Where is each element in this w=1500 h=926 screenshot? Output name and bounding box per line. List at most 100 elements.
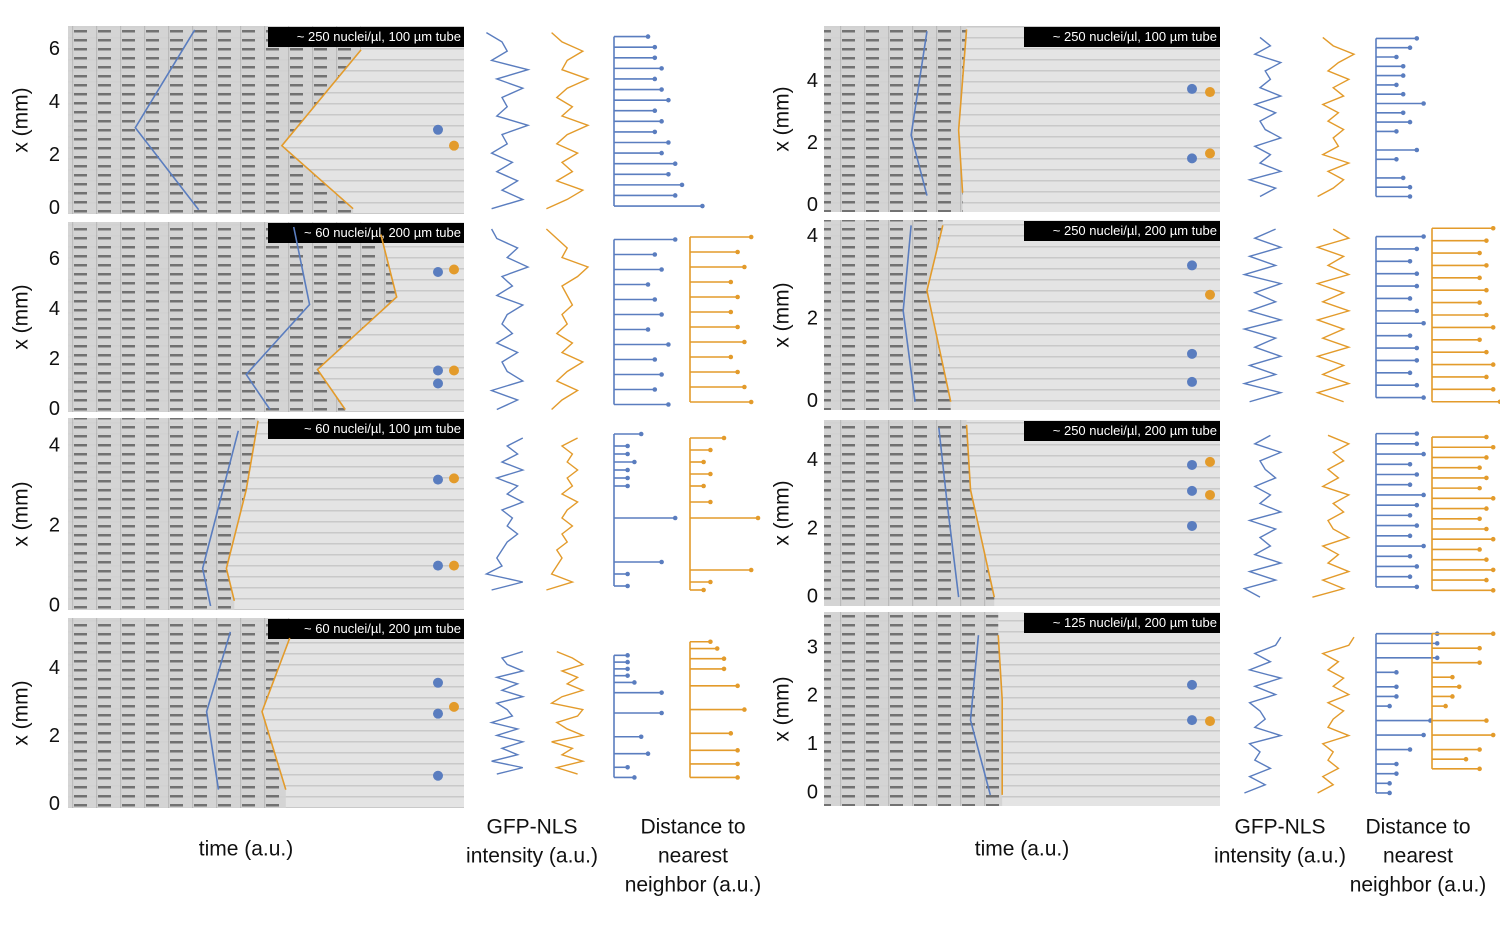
neighbor-tip bbox=[748, 399, 754, 405]
y-tick-label: 0 bbox=[49, 398, 60, 420]
intensity-profile bbox=[486, 32, 531, 210]
neighbor-tip bbox=[1484, 718, 1489, 723]
neighbor-tip bbox=[659, 66, 664, 71]
profile-axis-label: GFP-NLS bbox=[1234, 816, 1325, 839]
neighbor-tip bbox=[1400, 64, 1406, 69]
panel-label: ~ 250 nuclei/µl, 200 µm tube bbox=[1053, 423, 1217, 438]
neighbor-tip bbox=[1414, 358, 1420, 363]
badge-background bbox=[1024, 221, 1220, 241]
neighbor-tip bbox=[1484, 475, 1489, 481]
y-tick-label: 0 bbox=[49, 594, 60, 616]
neighbor-tip bbox=[625, 583, 630, 589]
neighbor-axis-label: neighbor (a.u.) bbox=[1350, 874, 1487, 897]
neighbor-tip bbox=[645, 34, 651, 39]
intensity-profile bbox=[549, 650, 586, 775]
kymograph-texture bbox=[824, 420, 995, 606]
neighbor-tip bbox=[728, 309, 734, 315]
intensity-profile bbox=[1317, 636, 1355, 794]
neighbor-tip bbox=[632, 775, 637, 780]
neighbor-tip bbox=[1394, 670, 1399, 675]
neighbor-tip bbox=[1477, 275, 1482, 281]
neighbor-tip bbox=[1414, 441, 1420, 447]
neighbor-tip bbox=[1414, 147, 1420, 153]
neighbor-tip bbox=[1490, 631, 1496, 637]
neighbor-tip bbox=[728, 354, 734, 360]
neighbor-tip bbox=[672, 193, 678, 198]
neighbor-tip bbox=[659, 150, 664, 156]
panel-label: ~ 60 nuclei/µl, 200 µm tube bbox=[304, 621, 461, 636]
y-axis-label: x (mm) bbox=[10, 284, 33, 349]
kymograph-texture bbox=[824, 612, 1003, 806]
neighbor-tip bbox=[735, 324, 740, 330]
neighbor-tip bbox=[666, 342, 671, 347]
y-tick-label: 4 bbox=[49, 657, 60, 679]
wave-front bbox=[965, 424, 996, 598]
neighbor-tip bbox=[645, 327, 651, 332]
panel-label: ~ 250 nuclei/µl, 200 µm tube bbox=[1053, 223, 1217, 238]
neighbor-tip bbox=[708, 499, 713, 505]
neighbor-tip bbox=[645, 282, 651, 287]
neighbor-tip bbox=[625, 659, 630, 665]
neighbor-tip bbox=[645, 751, 651, 757]
intensity-profile bbox=[546, 32, 590, 210]
neighbor-tip bbox=[1490, 362, 1496, 367]
marker-dot bbox=[449, 264, 459, 275]
neighbor-tip bbox=[1394, 694, 1399, 699]
neighbor-tip bbox=[1394, 157, 1399, 162]
y-axis-label: x (mm) bbox=[771, 480, 794, 545]
neighbor-tip bbox=[1490, 732, 1496, 738]
marker-dot bbox=[449, 560, 459, 571]
neighbor-tip bbox=[659, 87, 664, 92]
neighbor-tip bbox=[652, 44, 658, 50]
wave-front bbox=[902, 225, 916, 402]
y-tick-label: 4 bbox=[49, 434, 60, 456]
marker-dot bbox=[433, 124, 443, 135]
neighbor-tip bbox=[1421, 543, 1426, 549]
neighbor-tip bbox=[638, 734, 644, 740]
neighbor-tip bbox=[666, 140, 671, 145]
neighbor-tip bbox=[721, 666, 727, 672]
y-tick-label: 4 bbox=[807, 70, 818, 92]
x-axis-label: time (a.u.) bbox=[975, 838, 1070, 861]
neighbor-tip bbox=[1484, 577, 1489, 583]
neighbor-tip bbox=[1421, 395, 1426, 400]
neighbor-axis-label: nearest bbox=[658, 845, 728, 868]
badge-background bbox=[268, 619, 464, 639]
marker-dot bbox=[449, 365, 459, 376]
neighbor-tip bbox=[701, 459, 706, 465]
neighbor-tip bbox=[1407, 482, 1413, 488]
neighbor-tip bbox=[1414, 246, 1420, 252]
neighbor-tip bbox=[1421, 451, 1426, 457]
y-axis-label: x (mm) bbox=[10, 680, 33, 745]
marker-dot bbox=[433, 365, 443, 376]
neighbor-tip bbox=[1490, 325, 1496, 330]
y-tick-label: 3 bbox=[807, 636, 818, 658]
wave-front bbox=[926, 225, 952, 402]
badge-background bbox=[268, 223, 464, 243]
neighbor-tip bbox=[652, 129, 658, 135]
neighbor-tip bbox=[1477, 660, 1482, 665]
marker-dot bbox=[449, 701, 459, 712]
marker-dot bbox=[1205, 87, 1215, 98]
wave-front bbox=[316, 234, 398, 410]
neighbor-tip bbox=[735, 748, 740, 753]
neighbor-tip bbox=[659, 690, 664, 695]
neighbor-tip bbox=[1387, 781, 1392, 786]
neighbor-tip bbox=[625, 571, 630, 577]
neighbor-tip bbox=[1394, 82, 1399, 88]
kymograph-texture bbox=[68, 26, 362, 214]
neighbor-tip bbox=[728, 731, 734, 736]
neighbor-tip bbox=[742, 264, 747, 270]
marker-dot bbox=[1205, 489, 1215, 500]
neighbor-tip bbox=[708, 579, 713, 585]
intensity-profile bbox=[546, 437, 579, 591]
y-tick-label: 4 bbox=[807, 225, 818, 247]
neighbor-tip bbox=[748, 567, 754, 573]
marker-dot bbox=[1187, 153, 1197, 164]
intensity-profile bbox=[1244, 636, 1284, 794]
neighbor-tip bbox=[1414, 308, 1420, 314]
neighbor-tip bbox=[1421, 732, 1426, 738]
neighbor-axis-label: Distance to bbox=[640, 816, 745, 839]
neighbor-tip bbox=[666, 402, 671, 407]
neighbor-tip bbox=[714, 646, 720, 651]
